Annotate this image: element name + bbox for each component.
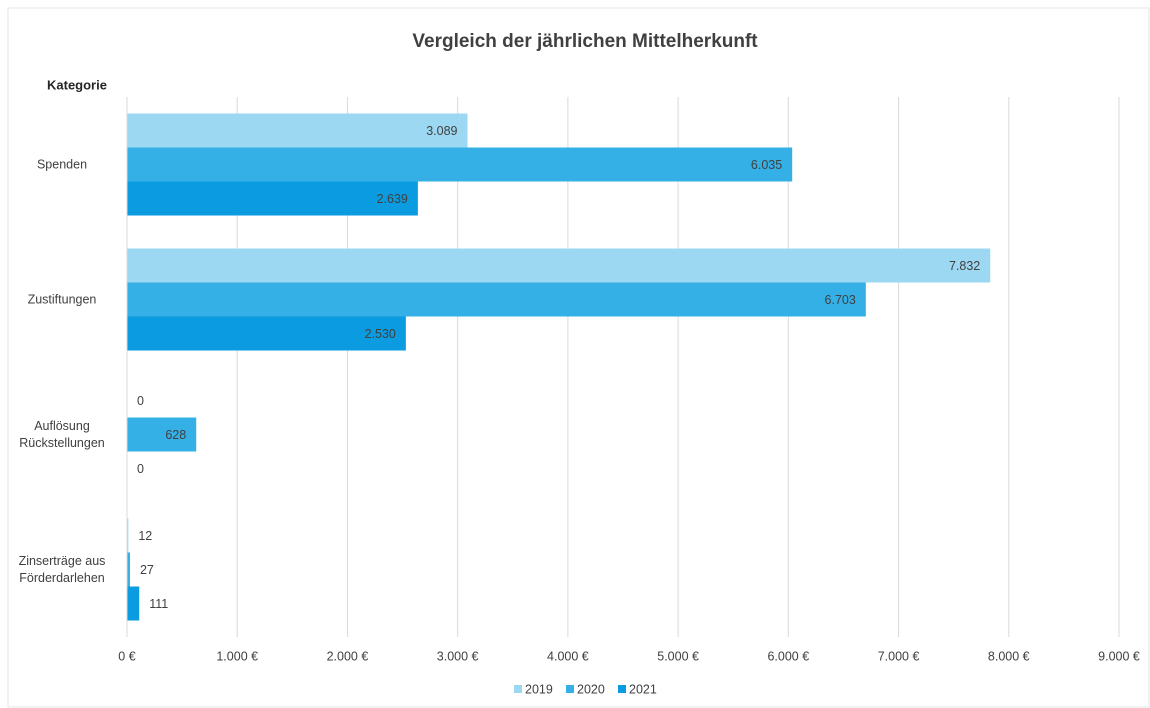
bar bbox=[127, 518, 129, 553]
chart-title: Vergleich der jährlichen Mittelherkunft bbox=[412, 31, 758, 52]
x-tick-label: 9.000 € bbox=[1098, 649, 1140, 663]
data-label: 6.703 bbox=[825, 293, 856, 307]
y-tick-label: Spenden bbox=[36, 157, 88, 171]
bar bbox=[127, 147, 793, 182]
chart-frame bbox=[7, 7, 1150, 708]
bar bbox=[127, 316, 406, 351]
data-label: 2.639 bbox=[377, 192, 408, 206]
legend-label: 2021 bbox=[629, 682, 657, 696]
y-axis-title: Kategorie bbox=[47, 77, 107, 92]
x-tick-label: 6.000 € bbox=[767, 649, 809, 663]
bar bbox=[127, 417, 197, 452]
legend-swatch bbox=[514, 685, 522, 693]
data-label: 7.832 bbox=[949, 259, 980, 273]
y-tick-label: Zustiftungen bbox=[27, 292, 97, 306]
data-label: 27 bbox=[140, 563, 154, 577]
x-tick-label: 1.000 € bbox=[216, 649, 258, 663]
y-tick-label: Auflösung Rückstellungen bbox=[19, 418, 105, 450]
data-label: 3.089 bbox=[426, 124, 457, 138]
bar bbox=[127, 552, 130, 587]
x-tick-label: 0 € bbox=[118, 649, 135, 663]
data-label: 0 bbox=[137, 462, 144, 476]
x-tick-label: 7.000 € bbox=[878, 649, 920, 663]
legend-label: 2020 bbox=[577, 682, 605, 696]
data-label: 12 bbox=[138, 529, 152, 543]
bar bbox=[127, 181, 418, 216]
legend-label: 2019 bbox=[525, 682, 553, 696]
x-tick-label: 5.000 € bbox=[657, 649, 699, 663]
legend-swatch bbox=[618, 685, 626, 693]
data-label: 0 bbox=[137, 394, 144, 408]
data-label: 111 bbox=[149, 597, 168, 611]
x-tick-label: 4.000 € bbox=[547, 649, 589, 663]
legend-swatch bbox=[566, 685, 574, 693]
bar bbox=[127, 248, 991, 283]
bar bbox=[127, 586, 140, 621]
data-label: 2.530 bbox=[365, 327, 396, 341]
x-tick-label: 2.000 € bbox=[327, 649, 369, 663]
bar bbox=[127, 282, 866, 317]
x-tick-label: 3.000 € bbox=[437, 649, 479, 663]
y-tick-label: Zinserträge aus Förderdarlehen bbox=[18, 553, 106, 585]
bar bbox=[127, 113, 468, 148]
data-label: 628 bbox=[165, 428, 186, 442]
x-tick-label: 8.000 € bbox=[988, 649, 1030, 663]
data-label: 6.035 bbox=[751, 158, 782, 172]
